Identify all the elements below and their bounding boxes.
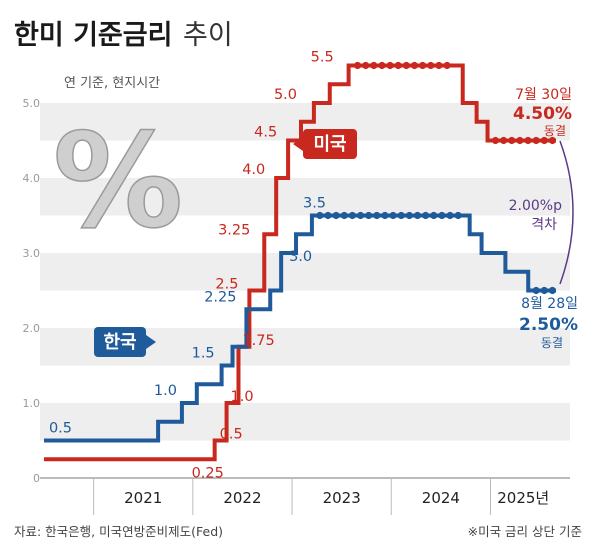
kr-dot	[413, 211, 422, 220]
us-dot	[508, 136, 516, 145]
y-tick-label: 5.0	[23, 97, 41, 110]
grid-band	[40, 178, 570, 216]
grid-band	[40, 253, 570, 291]
grid-band	[40, 403, 570, 441]
us-dot	[500, 136, 508, 145]
gap-value: 2.00%p	[509, 198, 562, 214]
us-dot	[540, 136, 548, 145]
us-dot	[524, 136, 532, 145]
basis-note: ※미국 금리 상단 기준	[468, 524, 582, 539]
us-rate-label: 1.0	[231, 389, 254, 405]
us-dot	[386, 61, 394, 70]
kr-dot	[422, 211, 430, 220]
kr-rate-label: 2.25	[204, 289, 236, 305]
us-dot	[402, 61, 410, 70]
series-lines	[44, 61, 557, 462]
kr-dot	[389, 211, 397, 220]
us-dot	[516, 136, 524, 145]
kr-rate-label: 0.5	[49, 421, 72, 437]
y-tick-label: 0	[33, 472, 40, 485]
kr-dot	[454, 211, 462, 220]
us-line	[44, 63, 556, 462]
kr-dot	[356, 211, 365, 220]
percent-icon: %	[53, 105, 183, 257]
y-axis: 0 1.0 2.0 3.0 4.0 5.0	[23, 97, 41, 485]
x-tick-label: 2021	[124, 489, 162, 507]
us-rate: 4.50%	[513, 104, 572, 124]
kr-dot	[381, 211, 389, 220]
us-dot	[353, 61, 362, 70]
us-dot	[362, 61, 370, 70]
kr-dot	[438, 211, 446, 220]
gap-word: 격차	[531, 217, 557, 233]
kr-badge: 한국	[94, 327, 156, 357]
kr-dot	[446, 211, 454, 220]
us-dot	[427, 61, 435, 70]
kr-rate-label: 1.5	[192, 346, 215, 362]
x-axis: 2021 2022 2023 2024 2025년	[93, 478, 549, 515]
us-rate-label: 1.75	[242, 333, 274, 349]
us-rate-label: 0.5	[220, 427, 243, 443]
gap-brace	[559, 140, 574, 285]
kr-dot	[373, 211, 381, 220]
rate-labels: 0.25 0.5 1.0 1.75 2.5 3.25 4.0 4.5 5.0 5.5 0.5 1.0 1…	[49, 50, 334, 482]
us-dot	[410, 61, 419, 70]
us-rate-label: 2.5	[215, 277, 238, 293]
y-tick-label: 2.0	[23, 322, 41, 335]
us-dot	[394, 61, 402, 70]
us-rate-label: 4.5	[254, 125, 277, 141]
us-dot	[370, 61, 378, 70]
us-badge: 미국	[293, 129, 357, 159]
kr-dot	[340, 211, 348, 220]
kr-rate-label: 3.0	[289, 249, 312, 265]
kr-dot	[540, 286, 548, 295]
us-date: 7월 30일	[515, 87, 572, 103]
title-bold: 한미 기준금리	[14, 20, 172, 51]
kr-dot	[316, 211, 324, 220]
kr-dot	[548, 286, 557, 295]
kr-dot	[324, 211, 332, 220]
kr-dot	[332, 211, 340, 220]
y-tick-label: 1.0	[23, 397, 41, 410]
kr-badge-label: 한국	[103, 332, 136, 353]
kr-dot	[532, 286, 540, 295]
kr-dot	[430, 211, 438, 220]
us-badge-label: 미국	[313, 134, 346, 155]
y-tick-label: 4.0	[23, 172, 41, 185]
us-rate-label: 5.5	[311, 50, 334, 66]
x-tick-label: 2023	[323, 489, 361, 507]
us-dot	[419, 61, 427, 70]
kr-line	[44, 213, 556, 443]
us-rate-label: 3.25	[218, 222, 250, 238]
y-tick-label: 3.0	[23, 247, 41, 260]
us-dot	[435, 61, 443, 70]
us-dot	[443, 61, 451, 70]
us-rate-label: 0.25	[192, 465, 224, 481]
kr-status: 동결	[541, 336, 563, 350]
kr-rate-label: 1.0	[154, 383, 177, 399]
kr-dot	[405, 211, 413, 220]
chart-subtitle: 연 기준, 현지시간	[64, 76, 160, 91]
us-status: 동결	[544, 124, 566, 138]
title-light: 추이	[183, 20, 233, 51]
us-rate-label: 4.0	[242, 162, 265, 178]
x-tick-label: 2022	[223, 489, 261, 507]
us-rate-label: 5.0	[274, 87, 297, 103]
us-dot	[491, 136, 500, 145]
us-dot	[378, 61, 386, 70]
x-tick-label: 2025년	[497, 489, 549, 507]
source-note: 자료: 한국은행, 미국연방준비제도(Fed)	[14, 524, 223, 539]
x-tick-label: 2024	[422, 489, 460, 507]
kr-dot	[397, 211, 405, 220]
kr-rate: 2.50%	[519, 315, 578, 335]
kr-rate-label: 3.5	[303, 196, 326, 212]
kr-dot	[365, 211, 373, 220]
kr-dot	[348, 211, 356, 220]
us-dot	[532, 136, 540, 145]
us-dot	[548, 136, 557, 145]
kr-date: 8월 28일	[521, 296, 578, 312]
